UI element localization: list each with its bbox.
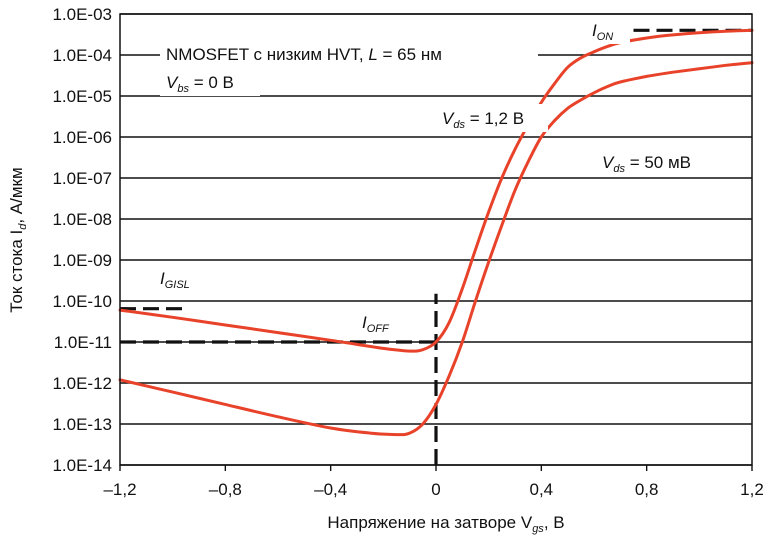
y-tick-labels: 1.0E-03 1.0E-04 1.0E-05 1.0E-06 1.0E-07 1.0E-… (52, 5, 112, 475)
y-tick-label: 1.0E-11 (54, 333, 112, 352)
y-tick-label: 1.0E-03 (52, 5, 112, 24)
x-tick-label: –0,4 (314, 480, 347, 499)
vds1-label-bg (438, 104, 548, 132)
device-label: NMOSFET с низким HVT, L = 65 нм (166, 45, 442, 64)
x-tick-label: 0,8 (635, 480, 659, 499)
igisl-label: IGISL (160, 269, 190, 291)
x-tick-label: 0 (431, 480, 440, 499)
y-tick-label: 1.0E-09 (52, 251, 112, 270)
y-tick-label: 1.0E-14 (52, 456, 112, 475)
ion-label: ION (592, 21, 613, 43)
y-tick-label: 1.0E-08 (52, 210, 112, 229)
ioff-label-bg (356, 310, 404, 338)
y-axis-title: Ток стока Id, А/мкм (7, 167, 29, 312)
x-tick-labels: –1,2 –0,8 –0,4 0 0,4 0,8 1,2 (103, 465, 764, 499)
x-axis-title: Напряжение на затворе Vgs, В (327, 513, 564, 535)
y-tick-label: 1.0E-07 (52, 169, 112, 188)
y-tick-label: 1.0E-10 (52, 292, 112, 311)
vds2-label: Vds = 50 мВ (602, 153, 691, 175)
y-tick-label: 1.0E-06 (52, 128, 112, 147)
device-label-bg (160, 40, 538, 68)
ioff-label: IOFF (362, 313, 390, 335)
ion-label-bg (586, 16, 630, 44)
series-line-1 (118, 61, 754, 437)
y-tick-label: 1.0E-04 (52, 46, 112, 65)
series-group (118, 28, 754, 437)
vbs-label: Vbs = 0 В (166, 73, 234, 95)
vds1-label: Vds = 1,2 В (442, 109, 524, 131)
x-tick-label: –0,8 (209, 480, 242, 499)
series-line-0 (118, 28, 754, 353)
igisl-label-bg (154, 268, 210, 294)
x-tick-label: 0,4 (530, 480, 554, 499)
vbs-label-bg (160, 70, 260, 96)
x-tick-label: 1,2 (740, 480, 764, 499)
y-tick-label: 1.0E-13 (52, 415, 112, 434)
vds2-label-bg (598, 148, 724, 176)
y-tick-label: 1.0E-12 (52, 374, 112, 393)
x-tick-label: –1,2 (103, 480, 136, 499)
y-tick-label: 1.0E-05 (52, 87, 112, 106)
